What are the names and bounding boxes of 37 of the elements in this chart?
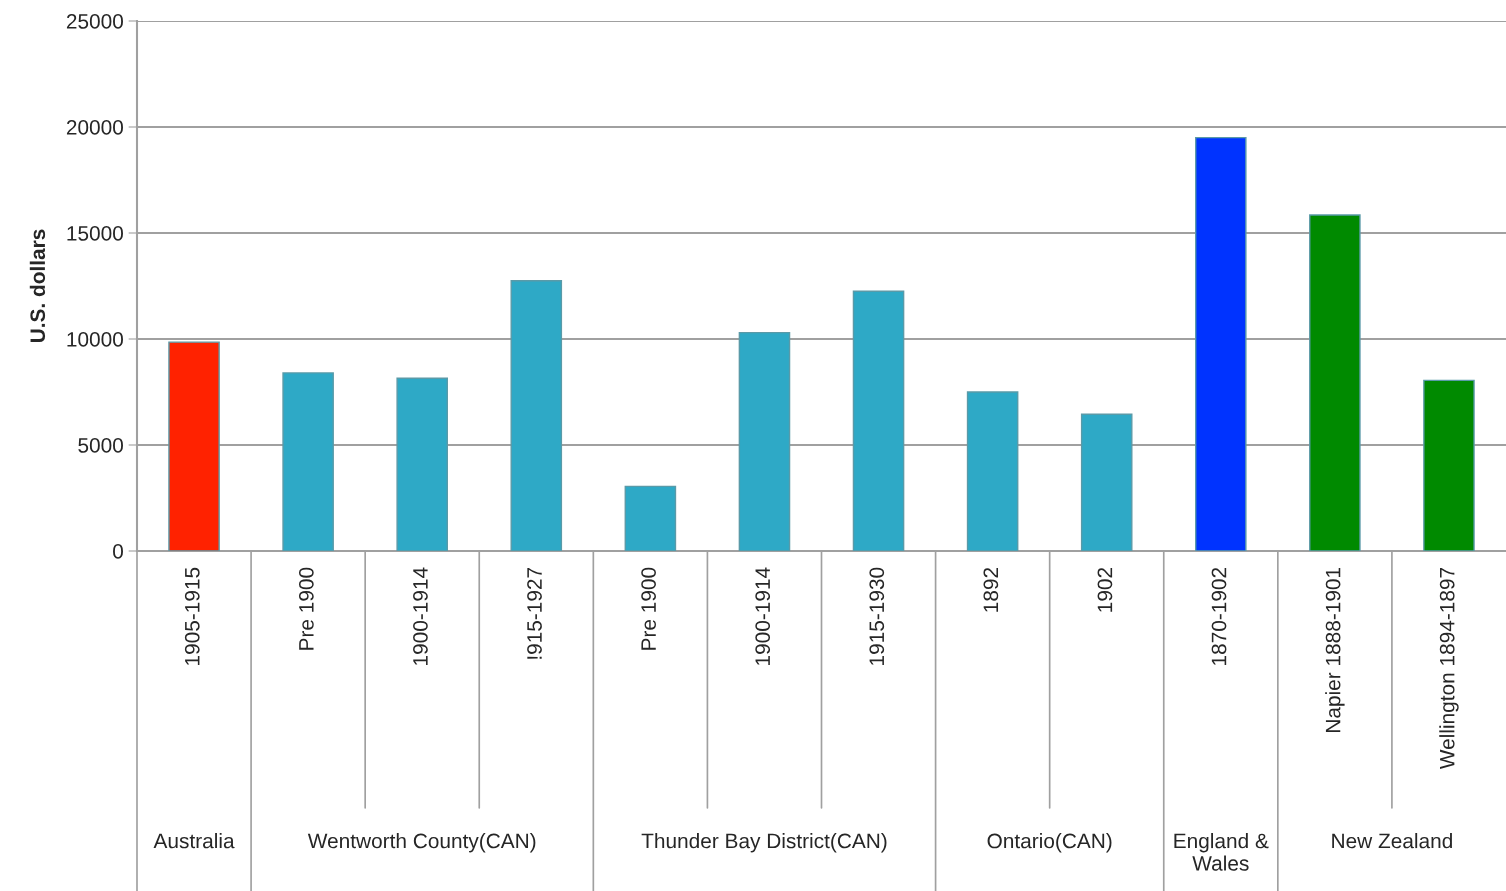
bar — [282, 372, 334, 551]
x-tick-label: Napier 1888-1901 — [1325, 567, 1345, 732]
bar — [510, 280, 563, 551]
bar — [966, 391, 1019, 551]
text: Wentworth County(CAN) — [307, 833, 536, 853]
bar — [624, 485, 677, 551]
bar — [1423, 379, 1475, 551]
bar — [1194, 136, 1247, 551]
x-tick-label: 1870-1902 — [1211, 567, 1227, 665]
text: Thunder Bay District(CAN) — [641, 833, 887, 853]
x-tick-label: 1900-1914 — [755, 567, 771, 665]
x-tick-label: 1900-1914 — [413, 567, 428, 665]
y-tick-label: 15000 — [67, 226, 123, 241]
bar — [1080, 413, 1133, 551]
x-tick-label: 1915-1930 — [869, 567, 885, 665]
text: Australia — [153, 833, 235, 849]
bar — [168, 341, 220, 551]
bar — [1309, 214, 1361, 551]
x-tick-label: Pre 1900 — [298, 567, 314, 650]
y-tick-label: 0 — [113, 544, 123, 559]
y-tick-label: 20000 — [66, 120, 123, 135]
x-tick-label: Pre 1900 — [641, 567, 656, 650]
text: England & Wales — [1174, 833, 1269, 871]
x-tick-label: !915-1927 — [527, 567, 542, 659]
y-tick-label: 5000 — [78, 438, 123, 453]
x-tick-label: 1892 — [983, 567, 999, 612]
bar — [396, 377, 449, 551]
y-tick-label: 10000 — [67, 332, 123, 347]
text: New Zealand — [1332, 833, 1452, 849]
y-tick-label: 25000 — [66, 14, 123, 29]
bar — [738, 331, 791, 551]
x-tick-label: Wellington 1894-1897 — [1439, 567, 1459, 770]
bar — [852, 290, 905, 551]
y-axis-title: U.S. dollars — [29, 229, 46, 343]
x-tick-label: 1905-1915 — [184, 567, 200, 665]
x-tick-label: 1902 — [1097, 567, 1113, 612]
text: Ontario(CAN) — [987, 833, 1112, 853]
